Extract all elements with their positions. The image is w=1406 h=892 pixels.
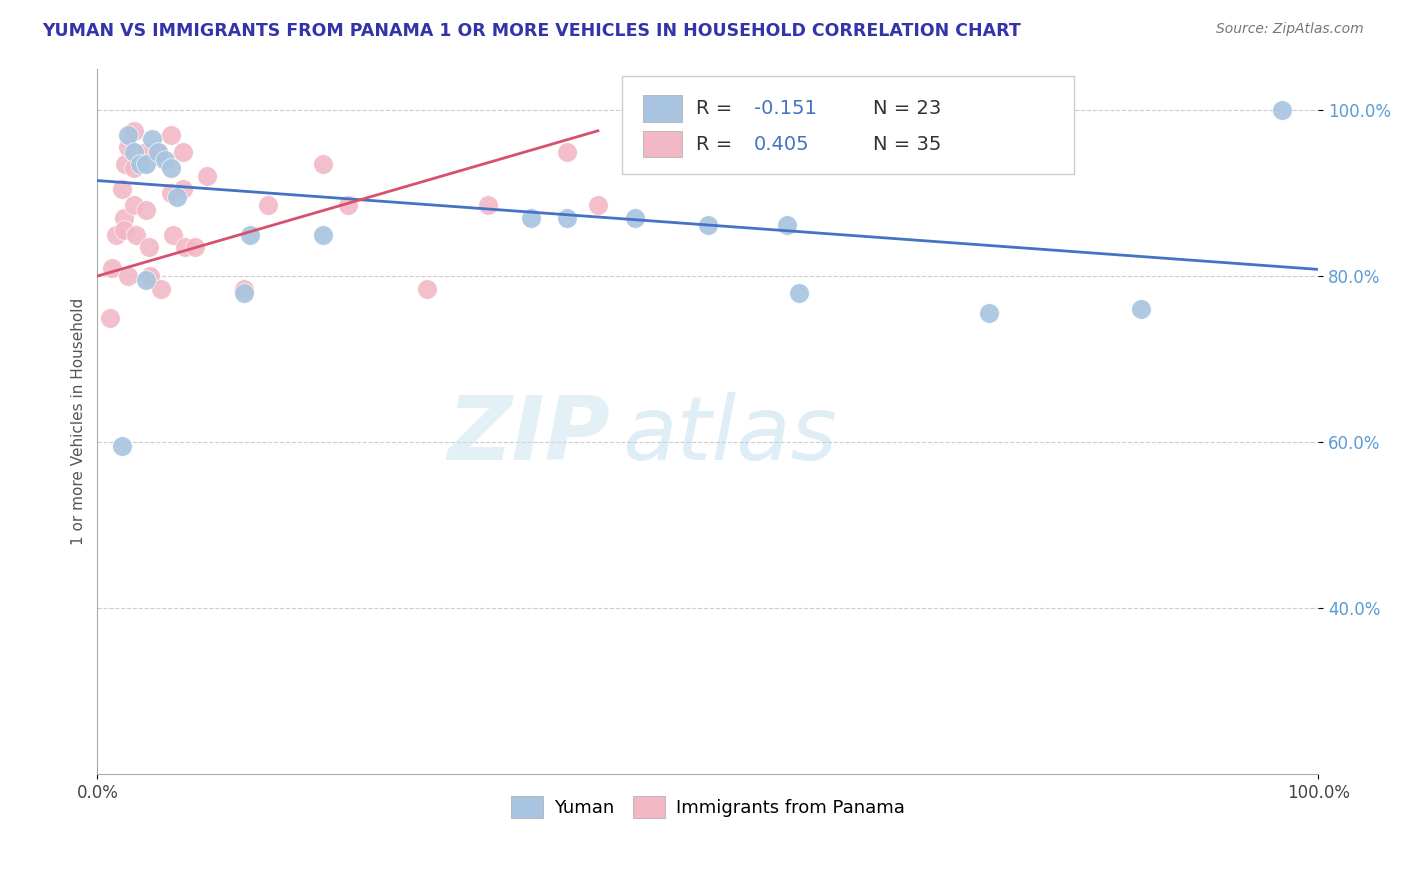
Point bbox=[139, 268, 162, 283]
Point bbox=[239, 227, 262, 242]
Text: N = 23: N = 23 bbox=[873, 99, 941, 119]
Bar bbox=[643, 95, 682, 122]
Y-axis label: 1 or more Vehicles in Household: 1 or more Vehicles in Household bbox=[72, 298, 86, 545]
Text: N = 35: N = 35 bbox=[873, 135, 941, 153]
Point bbox=[336, 198, 359, 212]
Point bbox=[111, 439, 134, 453]
Point bbox=[776, 218, 799, 232]
Text: YUMAN VS IMMIGRANTS FROM PANAMA 1 OR MORE VEHICLES IN HOUSEHOLD CORRELATION CHAR: YUMAN VS IMMIGRANTS FROM PANAMA 1 OR MOR… bbox=[42, 22, 1021, 40]
Text: R =: R = bbox=[696, 99, 738, 119]
Point bbox=[557, 211, 579, 225]
Point bbox=[257, 198, 280, 212]
Point bbox=[129, 157, 152, 171]
Point bbox=[117, 128, 139, 142]
Text: atlas: atlas bbox=[623, 392, 837, 478]
Point bbox=[112, 211, 135, 225]
Point bbox=[117, 268, 139, 283]
Point bbox=[312, 157, 335, 171]
Point bbox=[111, 182, 134, 196]
Point bbox=[101, 260, 124, 275]
Point bbox=[977, 306, 1000, 320]
Point bbox=[148, 145, 170, 159]
Point bbox=[153, 153, 176, 167]
Point bbox=[135, 157, 157, 171]
Point bbox=[159, 161, 181, 175]
Point bbox=[520, 211, 543, 225]
Point bbox=[114, 157, 136, 171]
Text: 0.405: 0.405 bbox=[754, 135, 810, 153]
Point bbox=[159, 128, 181, 142]
Point bbox=[148, 145, 170, 159]
Point bbox=[184, 240, 207, 254]
Point bbox=[122, 161, 145, 175]
Point bbox=[117, 140, 139, 154]
Point bbox=[416, 281, 439, 295]
Point bbox=[195, 169, 218, 184]
Point bbox=[98, 310, 121, 325]
Text: Source: ZipAtlas.com: Source: ZipAtlas.com bbox=[1216, 22, 1364, 37]
Point bbox=[125, 227, 148, 242]
Point bbox=[172, 145, 194, 159]
Point bbox=[586, 198, 609, 212]
FancyBboxPatch shape bbox=[623, 76, 1074, 174]
Point bbox=[232, 281, 254, 295]
Point bbox=[312, 227, 335, 242]
Point bbox=[135, 145, 157, 159]
Point bbox=[557, 145, 579, 159]
Point bbox=[135, 273, 157, 287]
Point bbox=[174, 240, 197, 254]
Point bbox=[122, 145, 145, 159]
Text: -0.151: -0.151 bbox=[754, 99, 817, 119]
Point bbox=[122, 124, 145, 138]
Bar bbox=[643, 130, 682, 157]
Point bbox=[149, 281, 172, 295]
Point bbox=[162, 227, 184, 242]
Point bbox=[159, 186, 181, 200]
Text: R =: R = bbox=[696, 135, 738, 153]
Point bbox=[112, 223, 135, 237]
Point bbox=[138, 240, 160, 254]
Point bbox=[166, 190, 188, 204]
Point bbox=[122, 198, 145, 212]
Point bbox=[141, 132, 163, 146]
Point bbox=[135, 202, 157, 217]
Point bbox=[477, 198, 499, 212]
Point bbox=[172, 182, 194, 196]
Point bbox=[104, 227, 127, 242]
Text: ZIP: ZIP bbox=[447, 392, 610, 479]
Point bbox=[789, 285, 811, 300]
Point bbox=[696, 218, 718, 232]
Point bbox=[232, 285, 254, 300]
Point bbox=[1130, 302, 1153, 317]
Point bbox=[623, 211, 645, 225]
Point bbox=[1271, 103, 1294, 117]
Legend: Yuman, Immigrants from Panama: Yuman, Immigrants from Panama bbox=[503, 789, 912, 825]
